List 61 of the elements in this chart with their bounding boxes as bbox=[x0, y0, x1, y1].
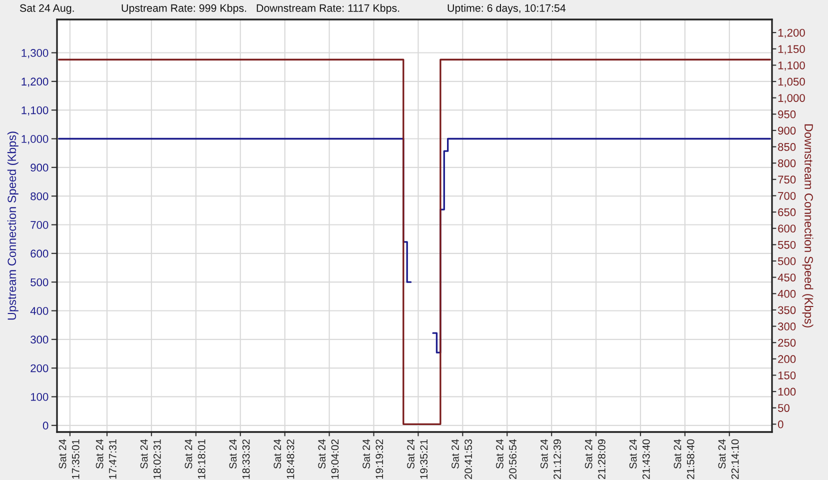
y2-tick-label: 150 bbox=[778, 371, 796, 380]
y2-tick-label: 100 bbox=[778, 388, 796, 396]
y2-tick-label: 250 bbox=[778, 338, 796, 347]
y-tick-label: 200 bbox=[30, 364, 48, 372]
x-tick-label: Sat 24 22:14:10 bbox=[718, 439, 739, 479]
text: Downstream Rate: 1117 Kbps. bbox=[256, 4, 400, 14]
y-tick-label: 900 bbox=[30, 164, 48, 172]
y-tick-label: 1,300 bbox=[22, 49, 48, 58]
y2-tick-label: 450 bbox=[778, 274, 796, 282]
y-tick-label: 300 bbox=[30, 336, 48, 344]
y2-tick-label: 1,050 bbox=[778, 78, 805, 87]
y2-tick-label: 300 bbox=[778, 322, 796, 330]
y2-tick-label: 50 bbox=[778, 404, 790, 412]
y-tick-label: 100 bbox=[30, 393, 48, 401]
y2-tick-label: 700 bbox=[778, 192, 796, 200]
text: Uptime: 6 days, 10:17:54 bbox=[448, 4, 566, 14]
y2-tick-label: 200 bbox=[778, 355, 796, 364]
y2-tick-label: 1,000 bbox=[778, 94, 805, 104]
x-tick-label: Sat 24 18:48:32 bbox=[274, 439, 294, 479]
y2-tick-label: 500 bbox=[778, 257, 796, 266]
x-tick-label: Sat 24 19:35:21 bbox=[407, 439, 428, 479]
x-tick-label: Sat 24 19:04:02 bbox=[318, 439, 339, 479]
x-tick-label: Sat 24 21:58:40 bbox=[674, 439, 694, 479]
x-tick-label: Sat 24 21:28:09 bbox=[584, 439, 606, 479]
y2-tick-label: 400 bbox=[778, 290, 796, 298]
x-tick-label: Sat 24 19:19:32 bbox=[362, 439, 384, 479]
y-tick-label: 700 bbox=[30, 221, 48, 229]
y2-tick-label: 600 bbox=[778, 224, 796, 232]
text: Upstream Rate: 999 Kbps. bbox=[122, 4, 246, 14]
x-tick-label: Sat 24 18:18:01 bbox=[184, 439, 206, 479]
y-tick-label: 1,000 bbox=[22, 135, 48, 144]
text: Sat 24 Aug. bbox=[20, 4, 74, 14]
y-tick-label: 500 bbox=[30, 278, 48, 286]
y2-axis-title: Downstream Connection Speed (Kbps) bbox=[802, 124, 814, 328]
x-tick-label: Sat 24 21:43:40 bbox=[629, 439, 650, 479]
y2-tick-label: 1,100 bbox=[778, 61, 805, 71]
y-tick-label: 0 bbox=[42, 422, 48, 430]
y-axis-title: Upstream Connection Speed (Kbps) bbox=[7, 132, 18, 320]
y-tick-label: 1,100 bbox=[22, 106, 48, 116]
y2-tick-label: 550 bbox=[778, 240, 796, 249]
x-tick-label: Sat 24 18:02:31 bbox=[140, 439, 161, 479]
y2-tick-label: 750 bbox=[778, 176, 796, 184]
y2-tick-label: 1,200 bbox=[778, 28, 805, 38]
x-tick-label: Sat 24 17:47:31 bbox=[96, 439, 116, 479]
x-tick-label: Sat 24 18:33:32 bbox=[229, 439, 250, 479]
y2-tick-label: 350 bbox=[778, 306, 796, 314]
y-tick-label: 1,200 bbox=[22, 78, 48, 87]
y2-tick-label: 0 bbox=[778, 420, 784, 428]
x-tick-label: Sat 24 17:35:01 bbox=[58, 439, 80, 479]
y-tick-label: 400 bbox=[30, 307, 48, 315]
x-tick-label: Sat 24 20:56:54 bbox=[496, 439, 516, 479]
y2-tick-label: 950 bbox=[778, 110, 796, 118]
y2-tick-label: 850 bbox=[778, 143, 796, 151]
y2-tick-label: 1,150 bbox=[778, 45, 805, 54]
y-tick-label: 600 bbox=[30, 250, 48, 258]
y-tick-label: 800 bbox=[30, 192, 48, 200]
x-tick-label: Sat 24 20:41:53 bbox=[452, 439, 472, 479]
x-tick-label: Sat 24 21:12:39 bbox=[540, 439, 561, 479]
y2-tick-label: 650 bbox=[778, 208, 796, 216]
y2-tick-label: 900 bbox=[778, 126, 796, 135]
y2-tick-label: 800 bbox=[778, 159, 796, 168]
